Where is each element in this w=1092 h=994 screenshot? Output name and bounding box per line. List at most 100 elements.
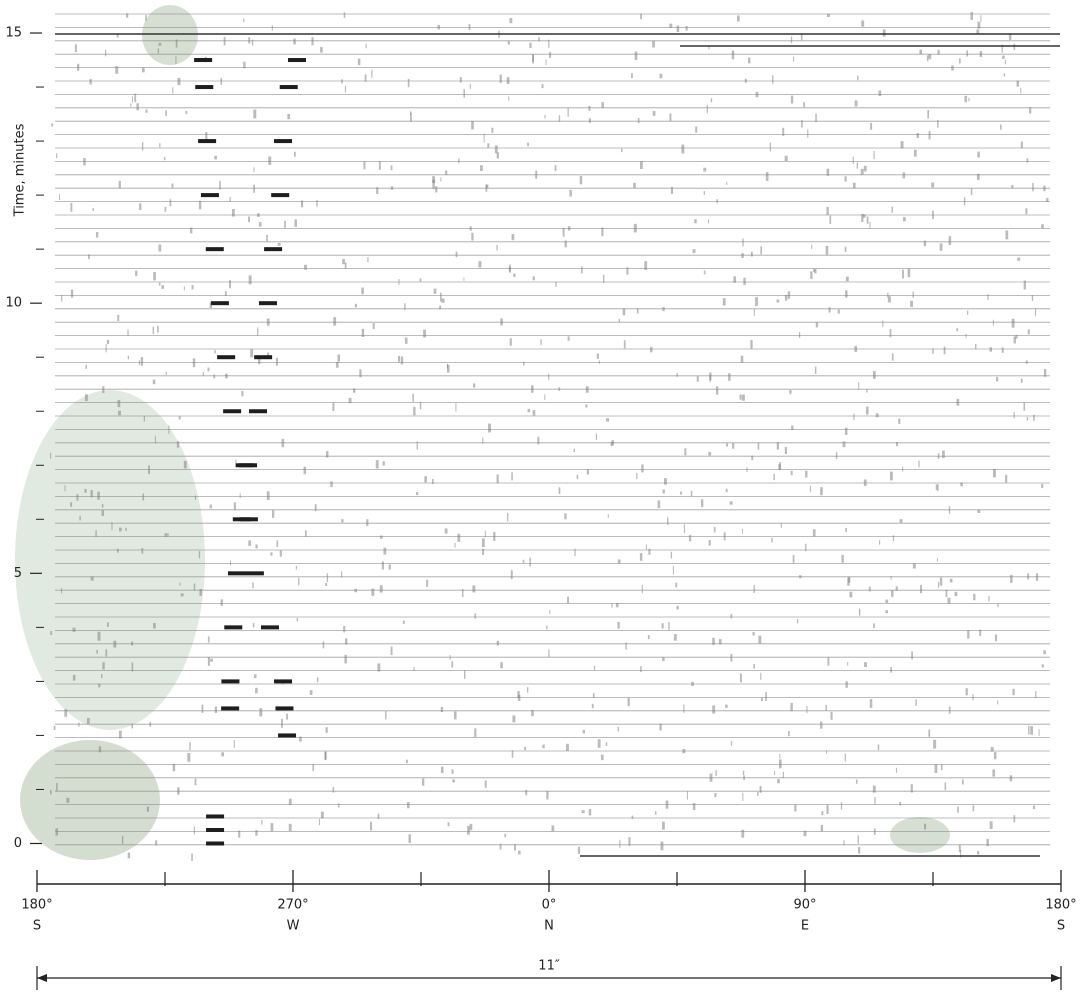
speck (714, 793, 717, 798)
speck (512, 715, 516, 723)
speck (840, 802, 843, 810)
speck (633, 223, 637, 233)
speck (1001, 44, 1003, 53)
speck (960, 482, 963, 487)
speck (538, 37, 540, 42)
speck (716, 199, 718, 203)
speck (231, 209, 235, 217)
speck (493, 532, 496, 541)
speck (1035, 308, 1037, 317)
speck (253, 674, 257, 679)
speck (794, 804, 797, 812)
speck (912, 291, 914, 298)
track-dash (200, 193, 219, 198)
speck (811, 244, 813, 250)
speck (127, 355, 130, 360)
speck (423, 329, 426, 338)
speck (253, 184, 255, 193)
speck (887, 292, 889, 298)
track-dash (194, 58, 213, 63)
speck (517, 691, 520, 698)
speck (593, 665, 596, 670)
speck (233, 502, 236, 510)
speck (591, 703, 594, 709)
speck (855, 779, 858, 784)
speck (902, 269, 904, 279)
speck (972, 805, 975, 812)
speck (960, 849, 962, 858)
speck (266, 491, 270, 501)
track-dash (275, 706, 294, 711)
speck (177, 77, 181, 86)
speck (1013, 815, 1016, 823)
x-tick-direction: E (801, 919, 809, 934)
speck (452, 779, 455, 783)
speck (371, 70, 373, 78)
speck (740, 355, 744, 363)
speck (1020, 141, 1023, 149)
speck (183, 286, 185, 291)
track-dash (221, 706, 240, 711)
speck (440, 292, 442, 302)
speck (163, 156, 166, 161)
speck (111, 522, 113, 531)
speck (776, 442, 780, 450)
speck (531, 709, 534, 717)
speck (927, 109, 929, 119)
speck (312, 764, 315, 771)
speck (320, 47, 323, 53)
speck (567, 107, 569, 117)
speck (564, 240, 567, 248)
speck (344, 262, 347, 269)
speck (937, 119, 939, 128)
speck (863, 479, 867, 486)
speck (343, 626, 346, 633)
speck (830, 711, 833, 720)
speck (102, 386, 105, 394)
speck (729, 501, 733, 505)
speck (445, 170, 448, 175)
speck (105, 344, 107, 353)
speck (625, 642, 627, 650)
speck (1012, 688, 1015, 696)
speck (874, 797, 876, 805)
speck (752, 631, 755, 636)
speck (98, 683, 101, 688)
speck (243, 61, 246, 69)
speck (736, 15, 740, 22)
speck (1017, 257, 1021, 261)
speck (801, 120, 803, 128)
speck (623, 340, 626, 349)
speck (179, 582, 181, 586)
speck (221, 752, 225, 757)
speck (790, 95, 794, 104)
speck (772, 75, 774, 84)
speck (622, 308, 626, 316)
speck (1043, 650, 1046, 655)
speck (139, 203, 142, 211)
speck (742, 238, 744, 247)
speck (852, 156, 854, 165)
speck (318, 818, 320, 826)
track-dash (239, 463, 258, 468)
speck (857, 835, 859, 844)
speck (814, 366, 817, 374)
speck (409, 112, 412, 122)
speck (790, 702, 793, 712)
speck (696, 376, 699, 382)
speck (251, 39, 254, 46)
speck (92, 207, 94, 212)
speck (676, 606, 679, 610)
speck (739, 394, 742, 400)
speck (650, 346, 653, 353)
speck (784, 155, 788, 162)
speck (380, 535, 383, 539)
speck (61, 295, 63, 302)
speck (76, 494, 79, 501)
speck (807, 129, 809, 138)
speck (844, 176, 847, 182)
speck (378, 161, 381, 170)
speck (600, 754, 604, 761)
track-dash (227, 571, 246, 576)
speck (153, 622, 156, 629)
